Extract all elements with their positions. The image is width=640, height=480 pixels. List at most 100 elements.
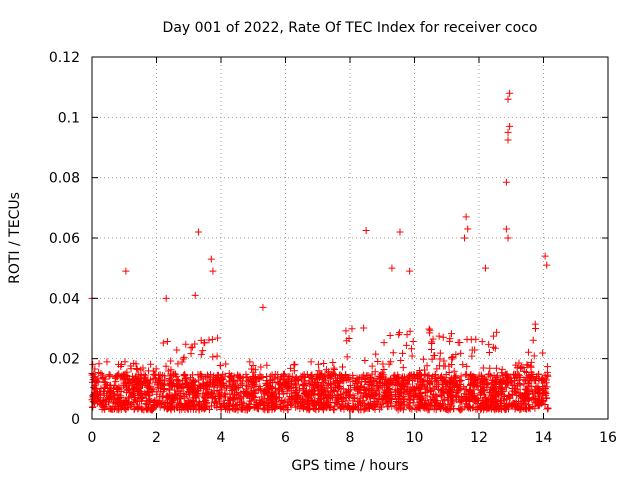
data-point xyxy=(360,324,368,332)
data-point xyxy=(534,383,542,391)
data-point xyxy=(162,362,170,370)
data-point xyxy=(153,390,161,398)
data-point xyxy=(282,404,290,412)
data-point xyxy=(409,383,417,391)
data-point xyxy=(101,375,109,383)
data-point xyxy=(397,399,405,407)
data-point xyxy=(541,252,549,260)
data-point xyxy=(123,368,131,376)
data-point xyxy=(366,401,374,409)
data-point xyxy=(127,365,135,373)
data-point xyxy=(543,405,551,413)
data-point xyxy=(515,380,523,388)
data-point xyxy=(359,392,367,400)
data-point xyxy=(380,392,388,400)
data-point xyxy=(179,355,187,363)
data-point xyxy=(171,386,179,394)
y-tick-label: 0.12 xyxy=(49,50,80,66)
data-point xyxy=(449,353,457,361)
data-point xyxy=(127,401,135,409)
data-point xyxy=(489,386,497,394)
data-point xyxy=(512,385,520,393)
data-point xyxy=(543,261,551,269)
data-point xyxy=(225,370,233,378)
x-tick-label: 2 xyxy=(152,430,161,446)
data-point xyxy=(502,178,510,186)
data-point xyxy=(471,346,479,354)
data-point xyxy=(298,396,306,404)
data-point xyxy=(491,380,499,388)
data-point xyxy=(200,339,208,347)
data-point xyxy=(525,403,533,411)
data-point xyxy=(417,385,425,393)
data-point xyxy=(460,234,468,242)
data-point xyxy=(106,371,114,379)
data-point xyxy=(165,375,173,383)
data-point xyxy=(101,383,109,391)
data-point xyxy=(487,395,495,403)
data-point xyxy=(502,225,510,233)
data-point xyxy=(227,373,235,381)
data-point xyxy=(168,382,176,390)
data-point xyxy=(495,380,503,388)
data-point xyxy=(409,337,417,345)
data-point xyxy=(275,380,283,388)
data-point xyxy=(369,376,377,384)
data-point xyxy=(174,394,182,402)
data-point xyxy=(339,363,347,371)
data-point xyxy=(346,391,354,399)
data-point xyxy=(392,393,400,401)
data-point xyxy=(168,403,176,411)
data-point xyxy=(148,387,156,395)
data-point xyxy=(95,360,103,368)
y-tick-label: 0.02 xyxy=(49,352,80,368)
data-point xyxy=(265,386,273,394)
data-point xyxy=(134,405,142,413)
data-point xyxy=(542,390,550,398)
data-point xyxy=(159,339,167,347)
data-point xyxy=(261,390,269,398)
data-point xyxy=(316,392,324,400)
data-point xyxy=(416,396,424,404)
data-point xyxy=(428,355,436,363)
data-point xyxy=(294,376,302,384)
data-point xyxy=(199,384,207,392)
data-point xyxy=(492,364,500,372)
data-point xyxy=(315,401,323,409)
data-point xyxy=(505,405,512,413)
data-point xyxy=(421,370,429,378)
data-point xyxy=(314,385,322,393)
data-point xyxy=(380,339,388,347)
data-point xyxy=(439,400,447,408)
data-point xyxy=(503,370,511,378)
data-point xyxy=(509,400,517,408)
data-point xyxy=(133,365,141,373)
data-point xyxy=(301,373,309,381)
data-point xyxy=(502,383,510,391)
data-point xyxy=(379,360,387,368)
data-point xyxy=(208,336,216,344)
data-point xyxy=(511,374,519,382)
data-point xyxy=(540,379,548,387)
data-point xyxy=(348,325,356,333)
x-tick-label: 10 xyxy=(406,430,424,446)
data-point xyxy=(464,404,472,412)
data-point xyxy=(455,385,463,393)
data-point xyxy=(330,364,338,372)
data-point xyxy=(514,381,522,389)
data-point xyxy=(93,390,101,398)
data-point xyxy=(518,394,526,402)
data-point xyxy=(391,402,399,410)
data-point xyxy=(423,362,431,370)
data-point xyxy=(248,377,256,385)
data-point xyxy=(436,349,444,357)
data-point xyxy=(470,390,478,398)
data-point xyxy=(491,344,499,352)
data-point xyxy=(481,394,489,402)
data-point xyxy=(475,402,483,410)
data-point xyxy=(122,405,130,413)
data-point xyxy=(442,370,450,378)
data-point xyxy=(398,393,406,401)
data-point xyxy=(122,267,130,275)
data-point xyxy=(435,332,443,340)
